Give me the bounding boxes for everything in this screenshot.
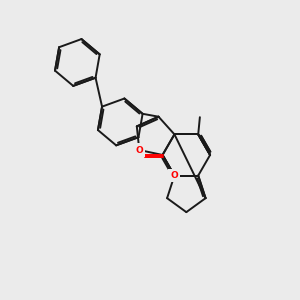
Text: O: O — [135, 146, 143, 154]
Text: O: O — [171, 171, 178, 180]
